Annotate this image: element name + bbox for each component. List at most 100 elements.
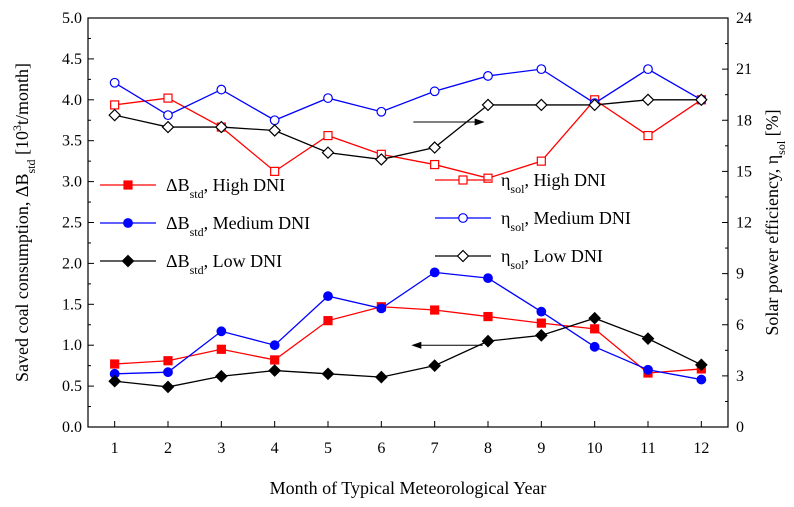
left-y-tick-label: 3.0 <box>62 174 82 191</box>
data-point <box>534 98 548 112</box>
axes-layer: 0.00.51.01.52.02.53.03.54.04.55.00369121… <box>62 10 752 457</box>
right-y-tick-label: 21 <box>736 61 752 78</box>
data-point <box>481 334 495 348</box>
left-y-tick-label: 1.5 <box>62 296 82 313</box>
right-y-axis-title: Solar power efficiency, ηsol [%] <box>762 109 788 335</box>
left-y-tick-label: 2.0 <box>62 255 82 272</box>
left-y-tick-label: 3.5 <box>62 133 82 150</box>
data-point <box>429 267 440 278</box>
data-point <box>643 64 653 75</box>
x-tick-label: 11 <box>640 440 655 457</box>
arrow-head <box>474 118 485 126</box>
series-line <box>114 97 702 179</box>
data-point <box>321 367 335 381</box>
legend-label: ΔBstd, Medium DNI <box>166 213 310 239</box>
x-tick-label: 6 <box>377 440 385 457</box>
data-point <box>536 318 546 328</box>
data-point <box>536 64 547 75</box>
data-point <box>110 359 120 369</box>
data-point <box>269 340 280 351</box>
legend-entry: ΔBstd, Medium DNI <box>100 213 310 239</box>
data-point <box>163 367 173 378</box>
data-point <box>694 358 708 372</box>
data-point <box>643 364 653 375</box>
data-point <box>108 108 122 122</box>
axis-titles: Month of Typical Meteorological Year Sav… <box>10 63 788 498</box>
right-y-tick-label: 6 <box>736 317 744 334</box>
legend-label: ηsol, Low DNI <box>501 246 603 272</box>
data-point <box>108 374 122 388</box>
legend-label: ηsol, High DNI <box>501 170 606 196</box>
data-point <box>483 273 493 284</box>
legend-label: ΔBstd, Low DNI <box>166 251 282 277</box>
data-point <box>216 326 227 337</box>
data-point <box>323 130 333 141</box>
left-y-tick-label: 4.0 <box>62 92 82 109</box>
data-point <box>323 316 333 326</box>
x-axis-title: Month of Typical Meteorological Year <box>270 478 547 498</box>
series-5 <box>108 93 708 166</box>
right-y-tick-label: 18 <box>736 112 752 129</box>
data-point <box>643 130 653 141</box>
series-3 <box>110 93 706 183</box>
legend-label: ΔBstd, High DNI <box>166 175 285 201</box>
series-2 <box>108 311 708 394</box>
legend-entry: ηsol, High DNI <box>435 170 606 196</box>
left-y-tick-label: 2.5 <box>62 215 82 232</box>
x-tick-label: 9 <box>537 440 545 457</box>
data-point <box>534 329 548 342</box>
data-point <box>161 380 175 394</box>
data-point <box>374 153 388 166</box>
x-tick-label: 1 <box>111 440 119 457</box>
legend-entry: ΔBstd, Low DNI <box>100 251 282 277</box>
data-point <box>430 305 440 315</box>
x-tick-label: 2 <box>164 440 172 457</box>
data-point <box>270 166 280 176</box>
x-tick-label: 8 <box>484 440 492 457</box>
data-point <box>456 249 470 263</box>
left-y-axis-title: Saved coal consumption, ΔBstd [103t/mont… <box>10 63 38 382</box>
data-point <box>163 93 173 103</box>
legend-entry: ηsol, Low DNI <box>435 246 603 272</box>
left-y-tick-label: 1.0 <box>62 337 82 354</box>
series-layer <box>108 64 708 394</box>
left-y-tick-label: 0.5 <box>62 378 82 395</box>
data-point <box>109 77 120 88</box>
x-tick-label: 4 <box>271 440 279 457</box>
series-0 <box>110 302 706 378</box>
data-point <box>376 106 387 117</box>
data-point <box>481 98 495 112</box>
data-point <box>588 311 602 325</box>
right-y-tick-label: 15 <box>736 163 752 180</box>
data-point <box>428 359 442 372</box>
legend-entry: ΔBstd, High DNI <box>100 175 285 201</box>
data-point <box>268 124 282 137</box>
data-point <box>216 344 226 354</box>
x-tick-label: 7 <box>431 440 439 457</box>
data-point <box>536 156 546 166</box>
data-point <box>483 311 493 322</box>
data-point <box>376 303 387 314</box>
data-point <box>270 355 280 365</box>
data-point <box>161 120 175 134</box>
data-point <box>458 213 468 223</box>
data-point <box>268 364 282 377</box>
data-point <box>121 254 135 268</box>
data-point <box>458 175 468 185</box>
x-tick-label: 10 <box>587 440 603 457</box>
data-point <box>694 93 708 107</box>
x-tick-label: 12 <box>693 440 709 457</box>
right-y-tick-label: 12 <box>736 215 752 232</box>
right-y-tick-label: 24 <box>736 10 752 27</box>
data-point <box>216 84 227 95</box>
left-y-tick-label: 5.0 <box>62 10 82 27</box>
right-y-tick-label: 3 <box>736 368 744 385</box>
data-point <box>214 369 228 383</box>
data-point <box>696 374 707 385</box>
left-y-tick-label: 0.0 <box>62 419 82 436</box>
data-point <box>123 218 133 228</box>
arrow-head <box>411 341 422 349</box>
legend-label: ηsol, Medium DNI <box>501 208 631 234</box>
x-tick-label: 5 <box>324 440 332 457</box>
